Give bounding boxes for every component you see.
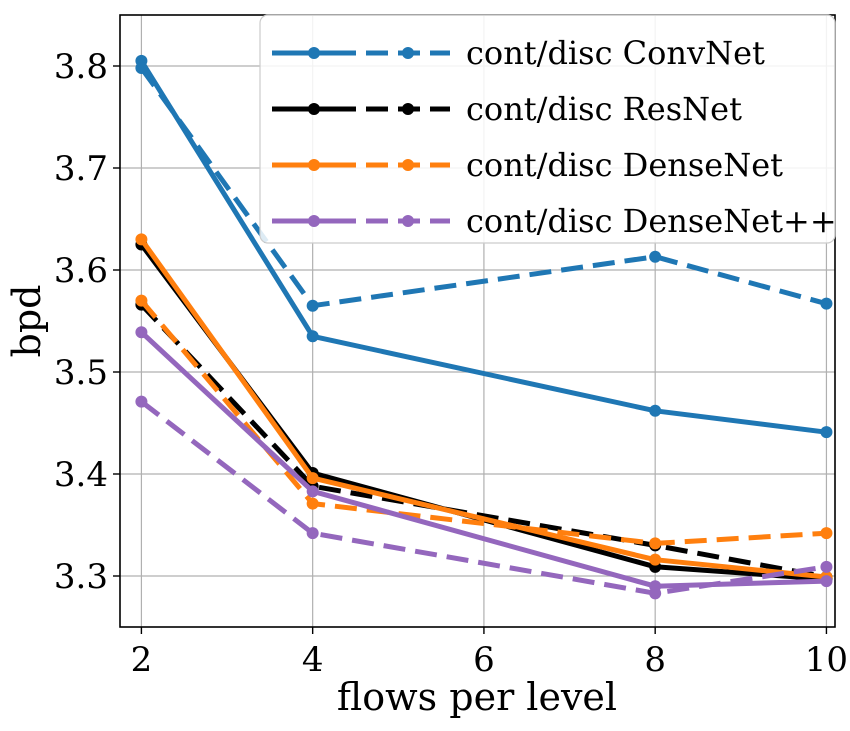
legend-label-cont-disc-convnet: cont/disc ConvNet (466, 34, 765, 72)
x-tick-label: 8 (644, 640, 666, 680)
series-line-densenet-dashed (139, 298, 827, 546)
data-point-convnet-dashed (306, 299, 319, 312)
legend-label-cont-disc-resnet: cont/disc ResNet (466, 90, 742, 128)
y-tick-label: 3.3 (54, 557, 108, 597)
x-tick-label: 6 (473, 640, 495, 680)
data-point-convnet-solid (649, 404, 662, 417)
series-line-densenet-solid (139, 237, 827, 580)
data-point-densenetplusplus-dashed (649, 587, 662, 600)
data-point-densenetplusplus-solid (820, 575, 833, 588)
data-point-densenet-solid (306, 472, 319, 485)
data-point-densenet-dashed (649, 537, 662, 550)
series-line-densenetplusplus-dashed (139, 399, 827, 596)
y-tick-label: 3.4 (54, 455, 108, 495)
x-tick-label: 10 (805, 640, 848, 680)
series-line-convnet-solid (139, 59, 827, 435)
ticks: 2 4 6 8 10 3.3 3.4 3.5 3.6 3.7 3.8 (54, 47, 848, 680)
x-tick-label: 2 (131, 640, 153, 680)
legend-solid-marker-cont-disc-resnet (308, 103, 320, 115)
data-point-convnet-solid (306, 330, 319, 343)
x-tick-label: 4 (302, 640, 324, 680)
data-point-densenetplusplus-dashed (820, 560, 833, 573)
data-point-convnet-dashed (135, 62, 148, 75)
legend-dashed-marker-cont-disc-densenet (402, 159, 414, 171)
data-point-convnet-dashed (820, 297, 833, 310)
y-tick-label: 3.5 (54, 353, 108, 393)
legend-dashed-marker-cont-disc-convnet (402, 47, 414, 59)
data-point-densenet-dashed (306, 497, 319, 510)
data-point-densenet-solid (135, 233, 148, 246)
data-point-convnet-dashed (649, 250, 662, 263)
data-point-densenetplusplus-solid (135, 326, 148, 339)
series-layer (135, 54, 833, 600)
y-tick-label: 3.7 (54, 149, 108, 189)
data-point-convnet-solid (820, 426, 833, 439)
legend-solid-marker-cont-disc-densenetplusplus (308, 215, 320, 227)
legend-label-cont-disc-densenetplusplus: cont/disc DenseNet++ (466, 202, 837, 240)
legend: cont/disc ConvNet cont/disc ResNet cont/di… (259, 14, 837, 244)
legend-solid-marker-cont-disc-densenet (308, 159, 320, 171)
data-point-densenet-dashed (820, 527, 833, 540)
series-line-convnet-dashed (139, 66, 828, 309)
series-line-resnet-dashed (139, 302, 827, 580)
series-line-densenetplusplus-solid (139, 330, 827, 589)
legend-dashed-marker-cont-disc-resnet (402, 103, 414, 115)
legend-dashed-marker-cont-disc-densenetplusplus (402, 215, 414, 227)
y-tick-label: 3.8 (54, 47, 108, 87)
legend-box (259, 14, 836, 244)
data-point-densenetplusplus-solid (306, 485, 319, 498)
y-axis-label: bpd (5, 285, 49, 358)
legend-solid-marker-cont-disc-convnet (308, 47, 320, 59)
data-point-densenetplusplus-dashed (135, 395, 148, 408)
data-point-densenet-solid (649, 553, 662, 566)
y-tick-label: 3.6 (54, 251, 108, 291)
data-point-densenet-dashed (135, 294, 148, 307)
legend-label-cont-disc-densenet: cont/disc DenseNet (466, 146, 783, 184)
x-axis-label: flows per level (337, 675, 617, 719)
data-point-densenetplusplus-dashed (306, 527, 319, 540)
